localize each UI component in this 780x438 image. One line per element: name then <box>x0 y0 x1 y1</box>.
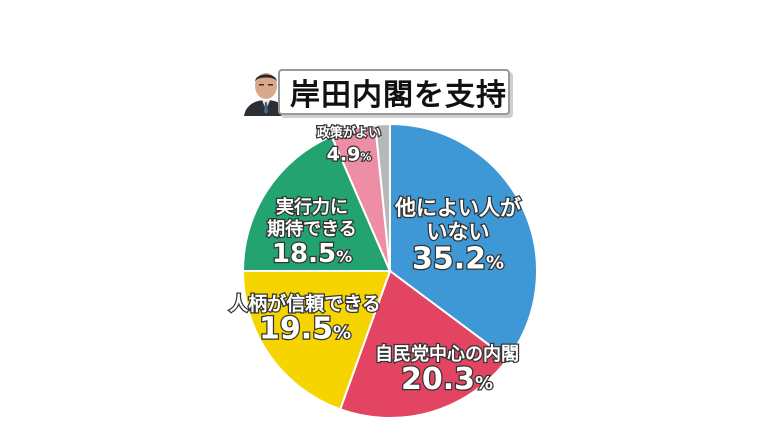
pie-slice-5 <box>374 122 391 272</box>
chart-title: 岸田内閣を支持 <box>290 78 507 113</box>
pie-slices <box>241 122 538 419</box>
slice-value: 4.9% <box>327 144 372 166</box>
slice-value: 18.5% <box>272 239 352 269</box>
slice-label-text: 自民党中心の内閣 <box>375 343 519 365</box>
slice-value: 35.2% <box>412 241 504 276</box>
slice-label-text: いない <box>427 220 490 244</box>
slice-label-text: 他によい人が <box>394 196 521 220</box>
title-box: 岸田内閣を支持 <box>278 69 510 115</box>
pie-labels: 他によい人がいない35.2%自民党中心の内閣20.3%人柄が信頼できる19.5%… <box>228 124 523 399</box>
slice-label-text: 人柄が信頼できる <box>229 292 381 315</box>
slice-label-text: 期待できる <box>267 218 357 240</box>
pie-slice-0 <box>389 122 538 361</box>
slice-label-4: 政策がよい 4.9% <box>316 124 383 167</box>
slice-value: 19.5% <box>259 312 351 347</box>
slice-label-text: 政策がよい <box>317 125 381 141</box>
slice-value: 20.3% <box>401 362 493 397</box>
slice-label-text: 実行力に <box>276 196 348 218</box>
pie-slice-3 <box>241 134 392 272</box>
pie-slice-2 <box>241 270 392 411</box>
pie-slice-1 <box>338 269 510 419</box>
